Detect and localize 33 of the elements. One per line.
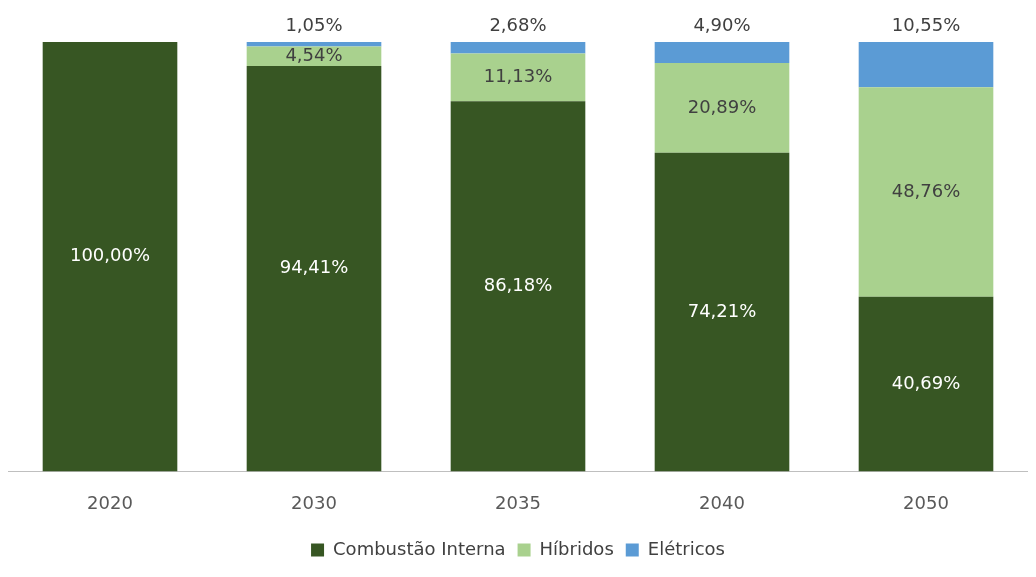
data-label: 2,68% <box>489 13 547 35</box>
bar <box>858 42 994 88</box>
legend-label: Elétricos <box>647 537 725 559</box>
bar <box>858 87 994 297</box>
bar <box>42 42 178 472</box>
x-tick-label: 2035 <box>495 491 541 513</box>
data-label: 1,05% <box>285 13 343 35</box>
data-label: 10,55% <box>891 13 961 35</box>
bar <box>246 42 382 47</box>
data-label: 94,41% <box>279 256 349 278</box>
x-tick-label: 2030 <box>291 491 337 513</box>
data-label: 4,90% <box>693 13 751 35</box>
x-tick-label: 2040 <box>699 491 745 513</box>
bar <box>654 63 790 153</box>
data-label: 48,76% <box>891 179 961 201</box>
x-tick-label: 2050 <box>903 491 949 513</box>
bar <box>858 296 994 472</box>
legend-label: Híbridos <box>539 537 614 559</box>
bar <box>450 42 586 54</box>
x-tick-label: 2020 <box>87 491 133 513</box>
bar <box>246 66 382 472</box>
bar <box>654 152 790 472</box>
data-label: 4,54% <box>285 43 343 65</box>
data-label: 20,89% <box>687 95 757 117</box>
data-label: 40,69% <box>891 371 961 393</box>
legend-label: Combustão Interna <box>333 537 506 559</box>
bar <box>450 53 586 102</box>
bar <box>654 42 790 64</box>
data-label: 86,18% <box>483 274 553 296</box>
data-label: 100,00% <box>69 244 151 266</box>
bar <box>450 101 586 472</box>
data-label: 74,21% <box>687 299 757 321</box>
data-label: 11,13% <box>483 65 553 87</box>
